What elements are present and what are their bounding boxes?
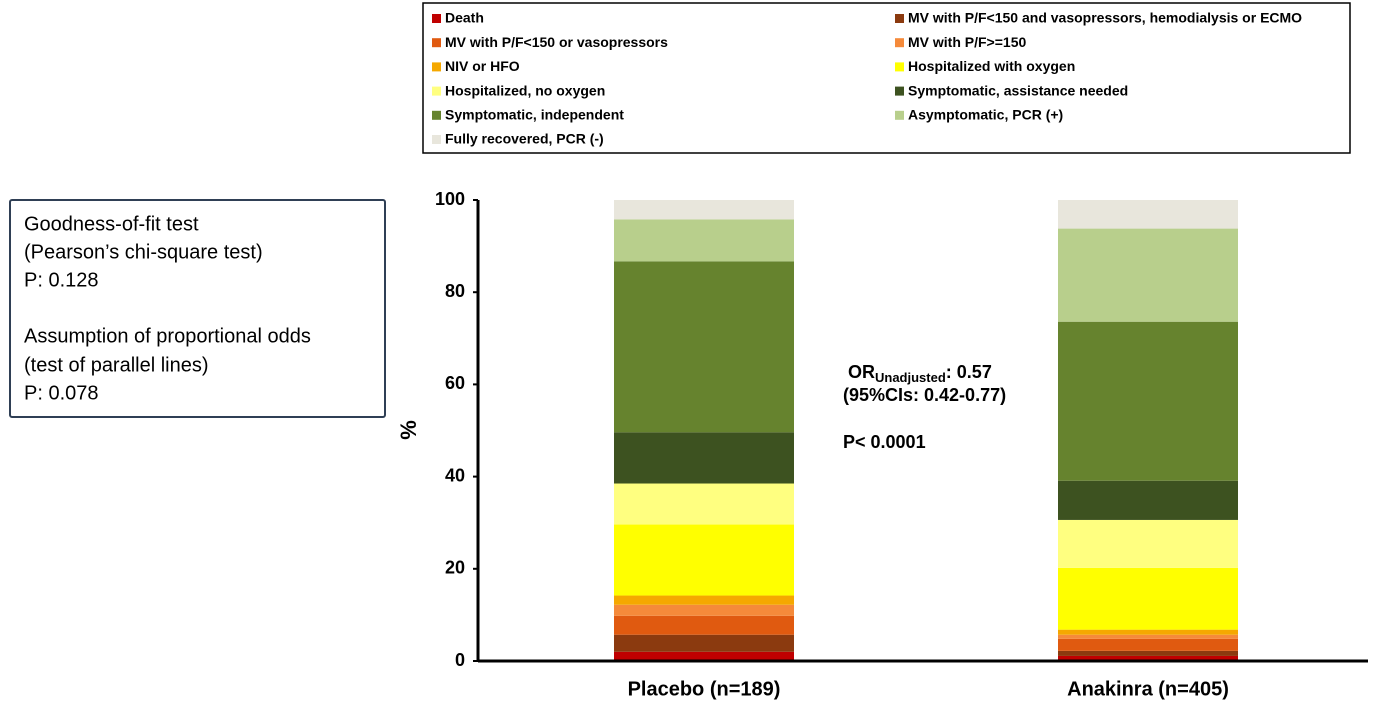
bar-segment <box>1058 321 1238 481</box>
bar-segment <box>614 634 794 652</box>
y-axis-label: % <box>396 420 421 440</box>
legend-label: Asymptomatic, PCR (+) <box>908 107 1063 123</box>
y-tick-label: 60 <box>445 373 465 393</box>
y-tick-label: 80 <box>445 281 465 301</box>
legend-label: Fully recovered, PCR (-) <box>445 131 604 147</box>
legend-swatch <box>432 14 441 23</box>
legend-box <box>422 2 1351 154</box>
legend-swatch <box>895 14 904 23</box>
bar-segment <box>614 200 794 220</box>
legend-swatch <box>432 38 441 48</box>
bar-segment <box>1058 638 1238 651</box>
bar-segment <box>614 604 794 616</box>
bar-segment <box>1058 650 1238 656</box>
bar-segment <box>614 651 794 661</box>
bar-segment <box>614 615 794 635</box>
legend-label: Symptomatic, assistance needed <box>908 82 1128 98</box>
bar-segment <box>614 219 794 262</box>
bar-segment <box>1058 629 1238 635</box>
legend-swatch <box>432 110 441 120</box>
bar-segment <box>1058 519 1238 568</box>
legend-swatch <box>432 86 441 96</box>
bar-segment <box>614 261 794 433</box>
legend-swatch <box>895 62 904 72</box>
y-tick-label: 0 <box>455 650 465 670</box>
bar-segment <box>614 432 794 484</box>
annotation-or-value: : 0.57 <box>946 362 992 382</box>
bar-segment <box>614 483 794 525</box>
bar-segment <box>1058 567 1238 630</box>
annotation: (95%CIs: 0.42-0.77) <box>843 385 1006 405</box>
legend-swatch <box>895 110 904 120</box>
legend-swatch <box>895 86 904 96</box>
bar-segment <box>614 595 794 605</box>
annotation: ORUnadjusted: 0.57 <box>848 362 992 386</box>
x-tick-label: Anakinra (n=405) <box>1067 678 1229 700</box>
legend-label: Death <box>445 10 484 26</box>
legend-swatch <box>895 38 904 48</box>
stats-text: P: 0.078 <box>24 382 99 404</box>
annotation: P< 0.0001 <box>843 432 926 452</box>
y-tick-label: 40 <box>445 465 465 485</box>
legend-label: MV with P/F<150 and vasopressors, hemodi… <box>908 10 1302 26</box>
legend-label: Hospitalized, no oxygen <box>445 82 605 98</box>
legend-swatch <box>432 135 441 144</box>
bar-segment <box>1058 228 1238 322</box>
legend-label: Hospitalized with oxygen <box>908 58 1075 74</box>
legend-label: MV with P/F<150 or vasopressors <box>445 34 668 50</box>
bar-segment <box>1058 634 1238 639</box>
stats-text: Assumption of proportional odds <box>24 325 311 347</box>
legend-swatch <box>432 62 441 72</box>
x-tick-label: Placebo (n=189) <box>628 678 781 700</box>
bar-segment <box>1058 655 1238 661</box>
legend-label: NIV or HFO <box>445 58 520 74</box>
bar-segment <box>1058 480 1238 520</box>
stats-text: (Pearson’s chi-square test) <box>24 241 263 263</box>
legend-label: Symptomatic, independent <box>445 107 624 123</box>
bar-segment <box>614 524 794 596</box>
stats-text: (test of parallel lines) <box>24 354 209 376</box>
y-tick-label: 100 <box>435 189 465 209</box>
y-tick-label: 20 <box>445 558 465 578</box>
annotation-subscript: Unadjusted <box>875 370 946 385</box>
stats-text: Goodness-of-fit test <box>24 213 199 235</box>
stats-box <box>9 199 386 418</box>
stats-text: P: 0.128 <box>24 269 99 291</box>
legend-label: MV with P/F>=150 <box>908 34 1026 50</box>
annotation-or: OR <box>848 362 875 382</box>
bar-segment <box>1058 200 1238 229</box>
